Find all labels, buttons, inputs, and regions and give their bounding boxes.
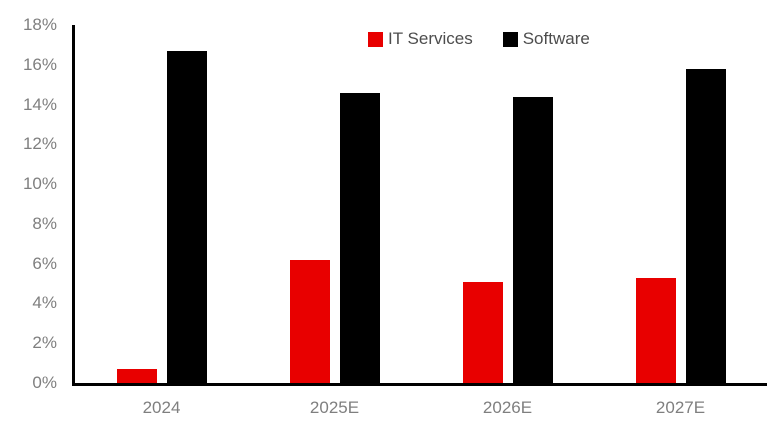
bar-it-services-2024	[116, 369, 157, 383]
bar-it-services-2027e	[635, 277, 676, 383]
bar-software-2026e	[512, 96, 553, 383]
y-tick-label: 14%	[22, 94, 57, 114]
legend-swatch-icon	[368, 31, 383, 47]
bar-it-services-2026e	[462, 281, 503, 383]
y-tick-label: 6%	[32, 253, 57, 273]
y-tick-label: 2%	[32, 333, 57, 353]
y-tick-label: 16%	[22, 54, 57, 74]
x-tick-label-2025e: 2025E	[309, 398, 360, 417]
y-tick-label: 0%	[32, 373, 57, 392]
x-tick-label-2027e: 2027E	[655, 398, 706, 417]
bar-software-2025e	[339, 92, 380, 383]
legend-label: IT Services	[388, 29, 473, 48]
bar-it-services-2025e	[289, 259, 330, 383]
x-tick-label-2026e: 2026E	[482, 398, 533, 417]
y-tick-label: 8%	[32, 213, 57, 233]
bar-software-2027e	[685, 68, 726, 383]
legend-swatch-icon	[502, 31, 518, 47]
legend-item-software: Software	[502, 29, 590, 49]
y-tick-label: 10%	[22, 174, 57, 194]
plot-area	[72, 25, 767, 386]
chart-legend: IT Services Software	[368, 29, 590, 49]
legend-label: Software	[522, 29, 590, 48]
y-tick-label: 12%	[22, 134, 57, 154]
x-tick-label-2024: 2024	[142, 398, 181, 417]
y-tick-label: 18%	[22, 15, 57, 34]
bar-software-2024	[166, 50, 207, 383]
legend-item-it-services: IT Services	[368, 29, 473, 49]
y-tick-label: 4%	[32, 293, 57, 313]
